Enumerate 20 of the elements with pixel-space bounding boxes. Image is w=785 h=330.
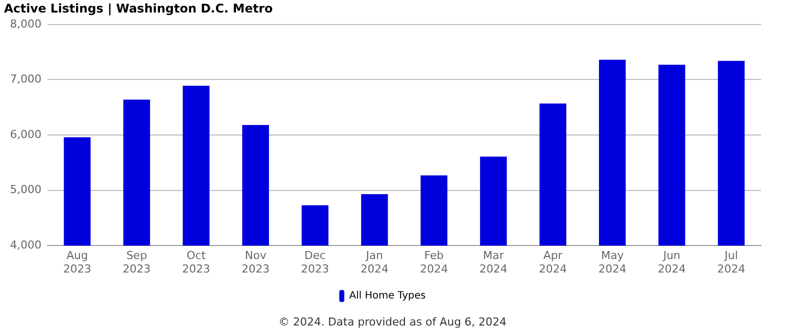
y-tick-label: 5,000 [10,183,42,196]
x-tick-label: Jan 2024 [360,249,389,276]
x-tick-label: Feb 2024 [420,249,448,276]
y-tick-label: 4,000 [10,238,42,252]
text: © 2024. Data provided as of Aug 6, 2024 [278,315,507,328]
x-tick-label: Aug 2023 [63,249,92,276]
y-tick-label: 8,000 [10,17,42,30]
x-tick-label: Dec 2023 [301,249,330,276]
legend-label: All Home Types [349,290,426,302]
x-tick-label: Jun 2024 [658,249,686,276]
x-tick-label: Oct 2023 [182,249,210,276]
y-tick-label: 6,000 [10,128,42,141]
x-tick-label: May 2024 [598,249,626,276]
x-tick-label: Jul 2024 [717,249,746,276]
y-tick-label: 7,000 [10,72,42,86]
x-tick-label: Sep 2023 [122,249,151,276]
x-tick-label: Apr 2024 [538,249,567,276]
chart-title: Active Listings | Washington D.C. Metro [4,1,273,16]
x-tick-label: Mar 2024 [479,249,508,276]
x-tick-label: Nov 2023 [242,249,270,276]
